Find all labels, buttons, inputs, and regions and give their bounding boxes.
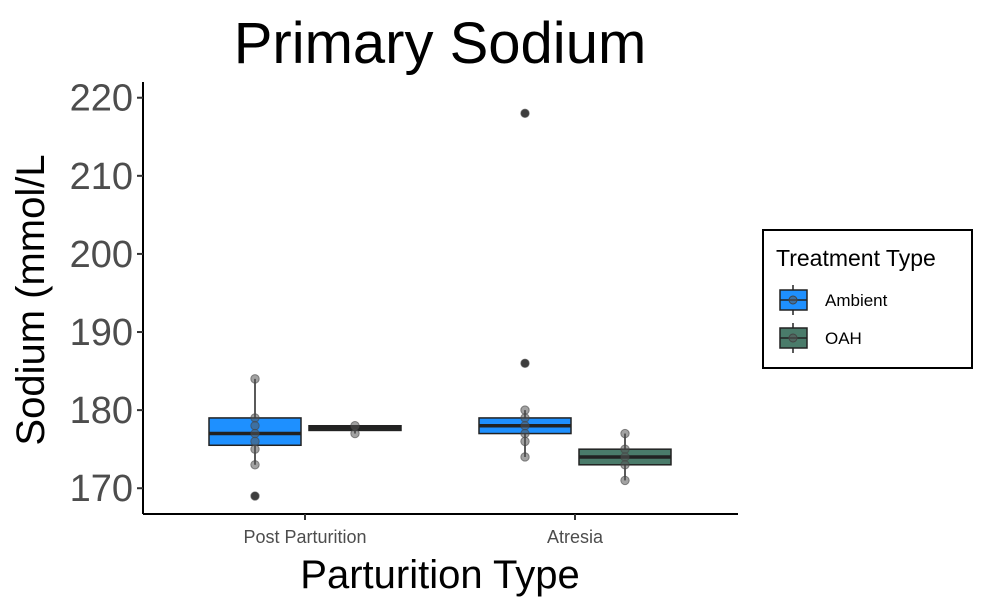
- y-axis-title: Sodium (mmol/L: [9, 154, 53, 445]
- legend-title: Treatment Type: [776, 245, 936, 271]
- legend-keys: Ambient OAH: [779, 285, 888, 353]
- legend-key-ambient: Ambient: [779, 285, 888, 315]
- data-point: [620, 452, 630, 462]
- data-point: [620, 475, 630, 486]
- data-point: [350, 421, 360, 431]
- data-point: [250, 413, 260, 423]
- data-point: [520, 436, 530, 447]
- legend-point: [788, 295, 798, 305]
- data-point: [520, 413, 530, 423]
- data-point: [520, 428, 530, 439]
- data-point: [520, 108, 530, 119]
- data-point: [350, 428, 360, 439]
- data-point: [250, 444, 260, 454]
- y-tick-label: 210: [70, 156, 133, 198]
- legend-key-oah: OAH: [779, 323, 862, 353]
- data-point: [520, 421, 530, 431]
- legend-point: [788, 333, 798, 343]
- data-point: [520, 405, 530, 415]
- data-point: [250, 374, 260, 384]
- y-tick-label: 200: [70, 234, 133, 276]
- y-tick-label: 170: [70, 468, 133, 510]
- y-tick-label: 180: [70, 390, 133, 432]
- data-point: [520, 452, 530, 462]
- box-ambient-1: [478, 109, 572, 457]
- y-tick-label: 190: [70, 312, 133, 354]
- data-point: [250, 491, 260, 501]
- data-point: [250, 436, 260, 447]
- x-axis: Post Parturition Atresia: [143, 513, 738, 547]
- x-tick-label: Post Parturition: [243, 527, 366, 547]
- plot-area: [208, 108, 672, 501]
- data-point: [250, 421, 260, 431]
- data-point: [250, 428, 260, 439]
- chart-title: Primary Sodium: [234, 11, 647, 76]
- data-point: [620, 444, 630, 454]
- legend-label: OAH: [825, 329, 862, 348]
- legend: Treatment Type Ambient OAH: [762, 229, 973, 369]
- data-point: [620, 428, 630, 439]
- x-tick-label: Atresia: [547, 527, 604, 547]
- data-point: [520, 358, 530, 368]
- data-point: [620, 460, 630, 470]
- y-tick-label: 220: [70, 78, 133, 120]
- x-axis-title: Parturition Type: [300, 553, 579, 597]
- legend-label: Ambient: [825, 291, 888, 310]
- y-axis: 170 180 190 200 210 220: [70, 78, 144, 514]
- data-point: [250, 460, 260, 470]
